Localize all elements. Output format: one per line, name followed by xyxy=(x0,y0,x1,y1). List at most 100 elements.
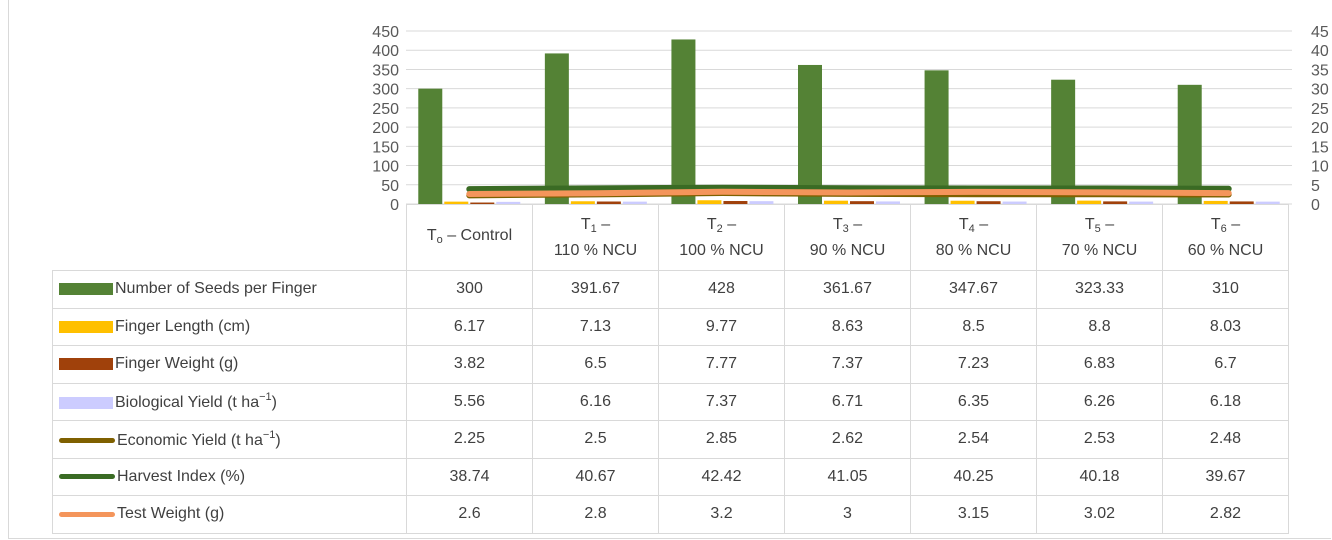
category-label: T2 –100 % NCU xyxy=(658,204,785,271)
series-row: Finger Length (cm) 6.17 7.13 9.77 8.63 8.5 8.8… xyxy=(52,307,1289,346)
bar xyxy=(1129,201,1154,204)
y-tick-label: 450 xyxy=(372,24,399,41)
category-label: T3 –90 % NCU xyxy=(784,204,911,271)
gridlines xyxy=(406,30,1292,205)
data-value: 2.85 xyxy=(658,420,785,459)
bar xyxy=(749,201,774,204)
series-label: Finger Length (cm) xyxy=(52,307,407,346)
legend-key xyxy=(59,474,115,480)
bar xyxy=(1229,201,1254,204)
y2-tick-label: 15 xyxy=(1311,139,1329,156)
bar xyxy=(976,201,1001,204)
series-label: Harvest Index (%) xyxy=(52,457,407,496)
series-label: Biological Yield (t ha−1) xyxy=(52,382,407,421)
series-row: Biological Yield (t ha−1) 5.56 6.16 7.37 6.7… xyxy=(52,382,1289,421)
bar xyxy=(418,88,443,204)
y-tick-label: 400 xyxy=(372,43,399,60)
y2-tick-label: 20 xyxy=(1311,120,1329,137)
bar xyxy=(1177,84,1202,204)
bar xyxy=(496,201,521,204)
bar xyxy=(924,70,949,204)
data-value: 8.03 xyxy=(1162,307,1289,346)
series-row: Number of Seeds per Finger 300 391.67 428 36… xyxy=(52,270,1289,309)
data-value: 6.35 xyxy=(910,382,1037,421)
y-tick-label: 100 xyxy=(372,159,399,176)
y-tick-label: 300 xyxy=(372,82,399,99)
y-axis-secondary: 0 5 10 15 20 25 30 35 40 45 xyxy=(1311,24,1329,214)
bar xyxy=(697,200,722,204)
data-value: 2.5 xyxy=(532,420,659,459)
bar xyxy=(876,201,900,204)
series-row: Harvest Index (%) 38.74 40.67 42.42 41.05 40.… xyxy=(52,457,1289,496)
y-tick-label: 350 xyxy=(372,62,399,79)
data-value: 300 xyxy=(406,270,533,309)
data-value: 2.25 xyxy=(406,420,533,459)
y2-tick-label: 45 xyxy=(1311,24,1329,41)
bar xyxy=(622,201,647,204)
data-value: 310 xyxy=(1162,270,1289,309)
chart-data-table: To – Control T1 –110 % NCU T2 –100 % NCU T3… xyxy=(52,204,1289,534)
data-value: 6.17 xyxy=(406,307,533,346)
data-value: 2.53 xyxy=(1036,420,1163,459)
bar xyxy=(850,201,874,204)
y2-tick-label: 40 xyxy=(1311,43,1329,60)
line-series-layer xyxy=(466,184,1232,199)
category-header-row: To – Control T1 –110 % NCU T2 –100 % NCU T3… xyxy=(52,204,1289,271)
series-row: Economic Yield (t ha−1) 2.25 2.5 2.85 2.62 2.… xyxy=(52,420,1289,459)
data-value: 41.05 xyxy=(784,457,911,496)
data-value: 428 xyxy=(658,270,785,309)
data-value: 40.25 xyxy=(910,457,1037,496)
y-tick-label: 200 xyxy=(372,120,399,137)
data-value: 9.77 xyxy=(658,307,785,346)
series-label: Economic Yield (t ha−1) xyxy=(52,420,407,459)
data-value: 323.33 xyxy=(1036,270,1163,309)
bar xyxy=(1103,201,1128,204)
bar xyxy=(1255,201,1280,204)
data-value: 39.67 xyxy=(1162,457,1289,496)
series-line xyxy=(466,188,1232,198)
data-value: 3.02 xyxy=(1036,495,1163,534)
category-label: T6 –60 % NCU xyxy=(1162,204,1289,271)
data-value: 40.18 xyxy=(1036,457,1163,496)
y2-tick-label: 30 xyxy=(1311,82,1329,99)
legend-key xyxy=(59,511,115,517)
data-value: 8.63 xyxy=(784,307,911,346)
table-corner xyxy=(52,204,407,271)
data-value: 38.74 xyxy=(406,457,533,496)
data-value: 6.26 xyxy=(1036,382,1163,421)
y-tick-label: 150 xyxy=(372,139,399,156)
bar xyxy=(824,200,848,204)
data-value: 2.6 xyxy=(406,495,533,534)
category-label: T5 –70 % NCU xyxy=(1036,204,1163,271)
bar-series-layer xyxy=(418,39,1280,204)
series-line xyxy=(466,184,1232,193)
legend-key xyxy=(59,438,115,444)
y2-tick-label: 10 xyxy=(1311,159,1329,176)
data-value: 3.2 xyxy=(658,495,785,534)
data-value: 6.7 xyxy=(1162,345,1289,384)
data-value: 8.8 xyxy=(1036,307,1163,346)
data-value: 2.62 xyxy=(784,420,911,459)
data-value: 3 xyxy=(784,495,911,534)
data-value: 6.71 xyxy=(784,382,911,421)
data-value: 361.67 xyxy=(784,270,911,309)
data-value: 3.82 xyxy=(406,345,533,384)
y-tick-label: 250 xyxy=(372,101,399,118)
bar xyxy=(470,202,495,204)
bar xyxy=(544,53,569,204)
data-value: 7.77 xyxy=(658,345,785,384)
data-value: 6.16 xyxy=(532,382,659,421)
bar xyxy=(798,64,822,204)
series-row: Test Weight (g) 2.6 2.8 3.2 3 3.15 3.02 2.82 xyxy=(52,495,1289,534)
bar xyxy=(444,201,469,204)
category-label: To – Control xyxy=(406,204,533,271)
data-value: 3.15 xyxy=(910,495,1037,534)
data-value: 5.56 xyxy=(406,382,533,421)
legend-key xyxy=(59,358,113,371)
legend-key xyxy=(59,320,113,333)
data-value: 391.67 xyxy=(532,270,659,309)
bar xyxy=(950,200,975,204)
category-label: T4 –80 % NCU xyxy=(910,204,1037,271)
